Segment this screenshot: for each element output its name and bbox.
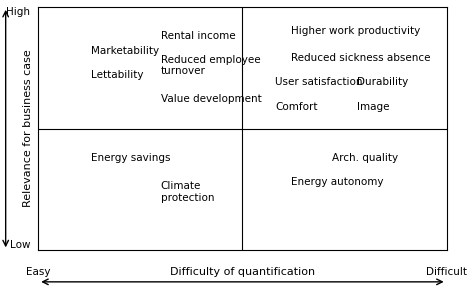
Text: Energy autonomy: Energy autonomy <box>292 177 384 187</box>
Text: User satisfaction: User satisfaction <box>275 77 363 87</box>
Y-axis label: Relevance for business case: Relevance for business case <box>23 50 33 207</box>
Text: Marketability: Marketability <box>91 46 160 56</box>
Text: Climate
protection: Climate protection <box>161 181 214 203</box>
Text: High: High <box>6 7 30 17</box>
Text: Image: Image <box>357 102 389 112</box>
Text: Difficult: Difficult <box>426 267 467 277</box>
Text: Lettability: Lettability <box>91 70 144 80</box>
Text: Low: Low <box>9 240 30 250</box>
Text: Higher work productivity: Higher work productivity <box>292 26 421 36</box>
Text: Energy savings: Energy savings <box>91 153 171 163</box>
Text: Reduced sickness absence: Reduced sickness absence <box>292 53 431 63</box>
Text: Reduced employee
turnover: Reduced employee turnover <box>161 54 260 76</box>
Text: Rental income: Rental income <box>161 31 236 41</box>
Text: Arch. quality: Arch. quality <box>332 153 398 163</box>
Text: Easy: Easy <box>26 267 51 277</box>
Text: Value development: Value development <box>161 94 262 104</box>
X-axis label: Difficulty of quantification: Difficulty of quantification <box>170 267 315 277</box>
Text: Comfort: Comfort <box>275 102 318 112</box>
Text: Durability: Durability <box>357 77 408 87</box>
